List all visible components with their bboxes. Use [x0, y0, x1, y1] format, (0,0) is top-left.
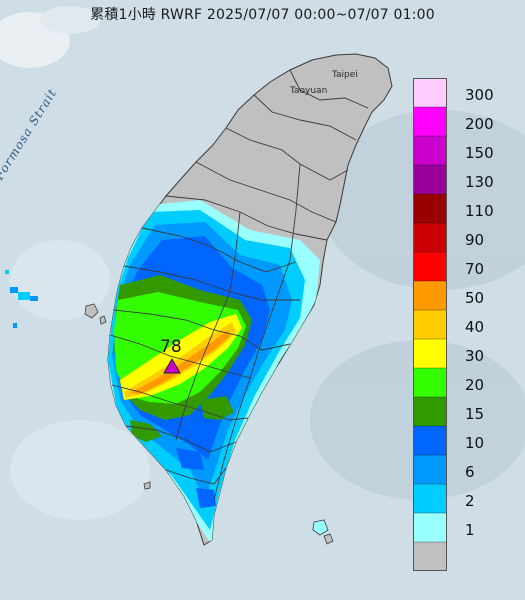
legend-label: 15: [465, 405, 485, 423]
legend-label: 30: [465, 347, 485, 365]
max-rainfall-marker-icon: [163, 358, 181, 374]
legend-label: 130: [465, 173, 494, 191]
legend-swatch: [413, 513, 447, 542]
legend-swatch: [413, 484, 447, 513]
north-islet: [143, 481, 151, 490]
legend-row: 1: [413, 513, 503, 546]
legend-label: 2: [465, 492, 475, 510]
legend-label: 110: [465, 202, 494, 220]
offshore-rain: [5, 270, 38, 328]
legend-row: 200: [413, 107, 503, 140]
legend-swatch: [413, 136, 447, 165]
legend-swatch: [413, 223, 447, 252]
city-label-taoyuan: Taoyuan: [290, 86, 328, 96]
legend-row: [413, 542, 503, 575]
legend-label: 50: [465, 289, 485, 307]
legend-row: 110: [413, 194, 503, 227]
legend-swatch: [413, 281, 447, 310]
legend-label: 10: [465, 434, 485, 452]
legend-swatch: [413, 252, 447, 281]
legend-swatch: [413, 107, 447, 136]
legend-label: 70: [465, 260, 485, 278]
legend-label: 20: [465, 376, 485, 394]
taiwan-island: [107, 53, 393, 546]
legend-label: 300: [465, 86, 494, 104]
penghu-islands: [84, 303, 107, 325]
legend-label: 1: [465, 521, 475, 539]
legend-label: 200: [465, 115, 494, 133]
city-label-taipei: Taipei: [332, 70, 358, 80]
legend-row: 130: [413, 165, 503, 198]
map-title: 累積1小時 RWRF 2025/07/07 00:00~07/07 01:00: [90, 7, 435, 23]
legend-swatch: [413, 339, 447, 368]
rainfall-legend: 300 200 150 130 110 90 70 50 40 30 20 15 10 6 2 1: [413, 78, 503, 571]
legend-swatch: [413, 455, 447, 484]
legend-swatch: [413, 397, 447, 426]
east-islands: [312, 519, 334, 545]
legend-label: 40: [465, 318, 485, 336]
legend-label: 150: [465, 144, 494, 162]
legend-swatch: [413, 78, 447, 107]
legend-swatch: [413, 310, 447, 339]
max-rainfall-value: 78: [160, 337, 182, 357]
legend-label: 90: [465, 231, 485, 249]
legend-row: 70: [413, 252, 503, 285]
legend-swatch: [413, 542, 447, 571]
legend-row: 15: [413, 397, 503, 430]
legend-swatch: [413, 165, 447, 194]
county-boundaries: [109, 69, 369, 501]
legend-row: 40: [413, 310, 503, 343]
legend-label: 6: [465, 463, 475, 481]
legend-swatch: [413, 194, 447, 223]
legend-swatch: [413, 426, 447, 455]
legend-swatch: [413, 368, 447, 397]
legend-row: 300: [413, 78, 503, 111]
